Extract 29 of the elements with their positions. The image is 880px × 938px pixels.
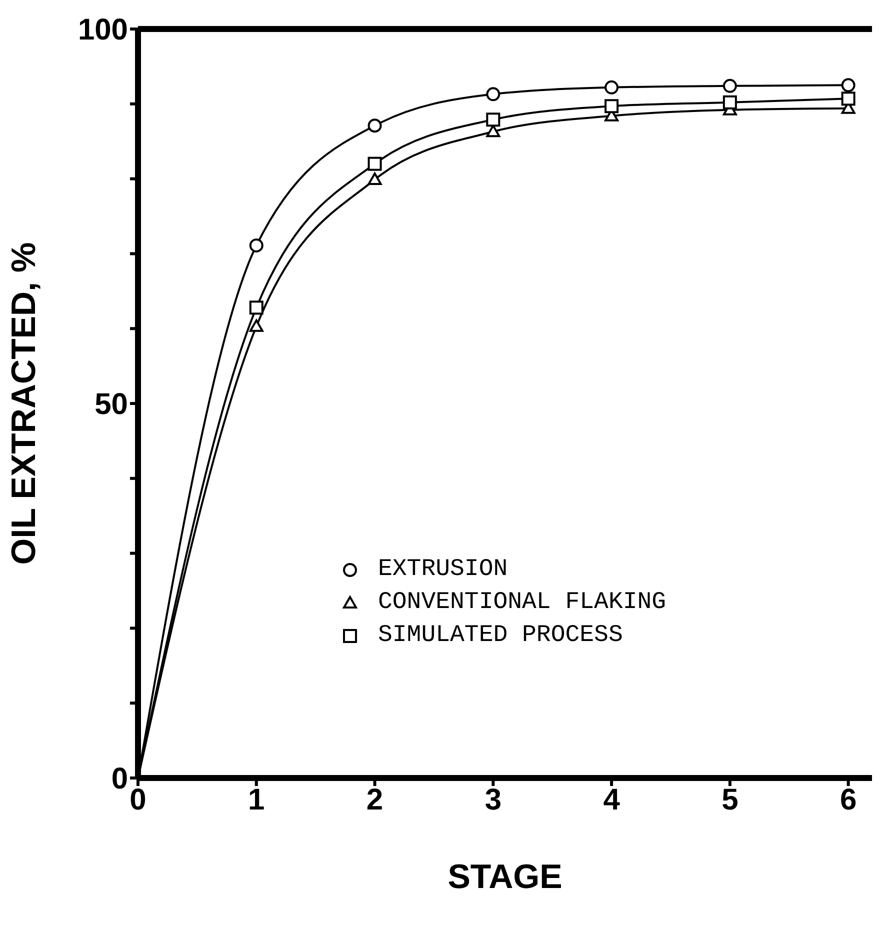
x-tick-label: 1 [248, 783, 265, 816]
y-axis-title: OIL EXTRACTED, % [5, 242, 44, 565]
y-tick-label: 50 [94, 388, 128, 422]
point [249, 319, 264, 332]
point [841, 92, 856, 106]
x-axis-title: STAGE [448, 858, 562, 896]
point [604, 80, 619, 94]
y-tick-label: 0 [111, 762, 128, 796]
legend-label: SIMULATED PROCESS [378, 622, 623, 649]
point [249, 238, 264, 252]
point [486, 112, 500, 127]
point [604, 99, 619, 114]
point [368, 118, 382, 133]
x-tick-label: 5 [722, 783, 738, 816]
legend-label: EXTRUSION [378, 556, 508, 583]
point [722, 78, 737, 93]
point [486, 87, 500, 102]
x-tick-label: 4 [603, 783, 620, 816]
x-tick-label: 2 [366, 783, 384, 816]
point [249, 300, 264, 315]
x-tick-label: 6 [840, 783, 857, 816]
point [368, 156, 382, 171]
legend-label: CONVENTIONAL FLAKING [378, 589, 666, 616]
point [486, 124, 500, 138]
point [722, 95, 737, 110]
point [368, 172, 382, 186]
point [841, 78, 856, 92]
y-tick-label: 100 [78, 14, 128, 47]
x-tick-label: 3 [484, 783, 502, 816]
